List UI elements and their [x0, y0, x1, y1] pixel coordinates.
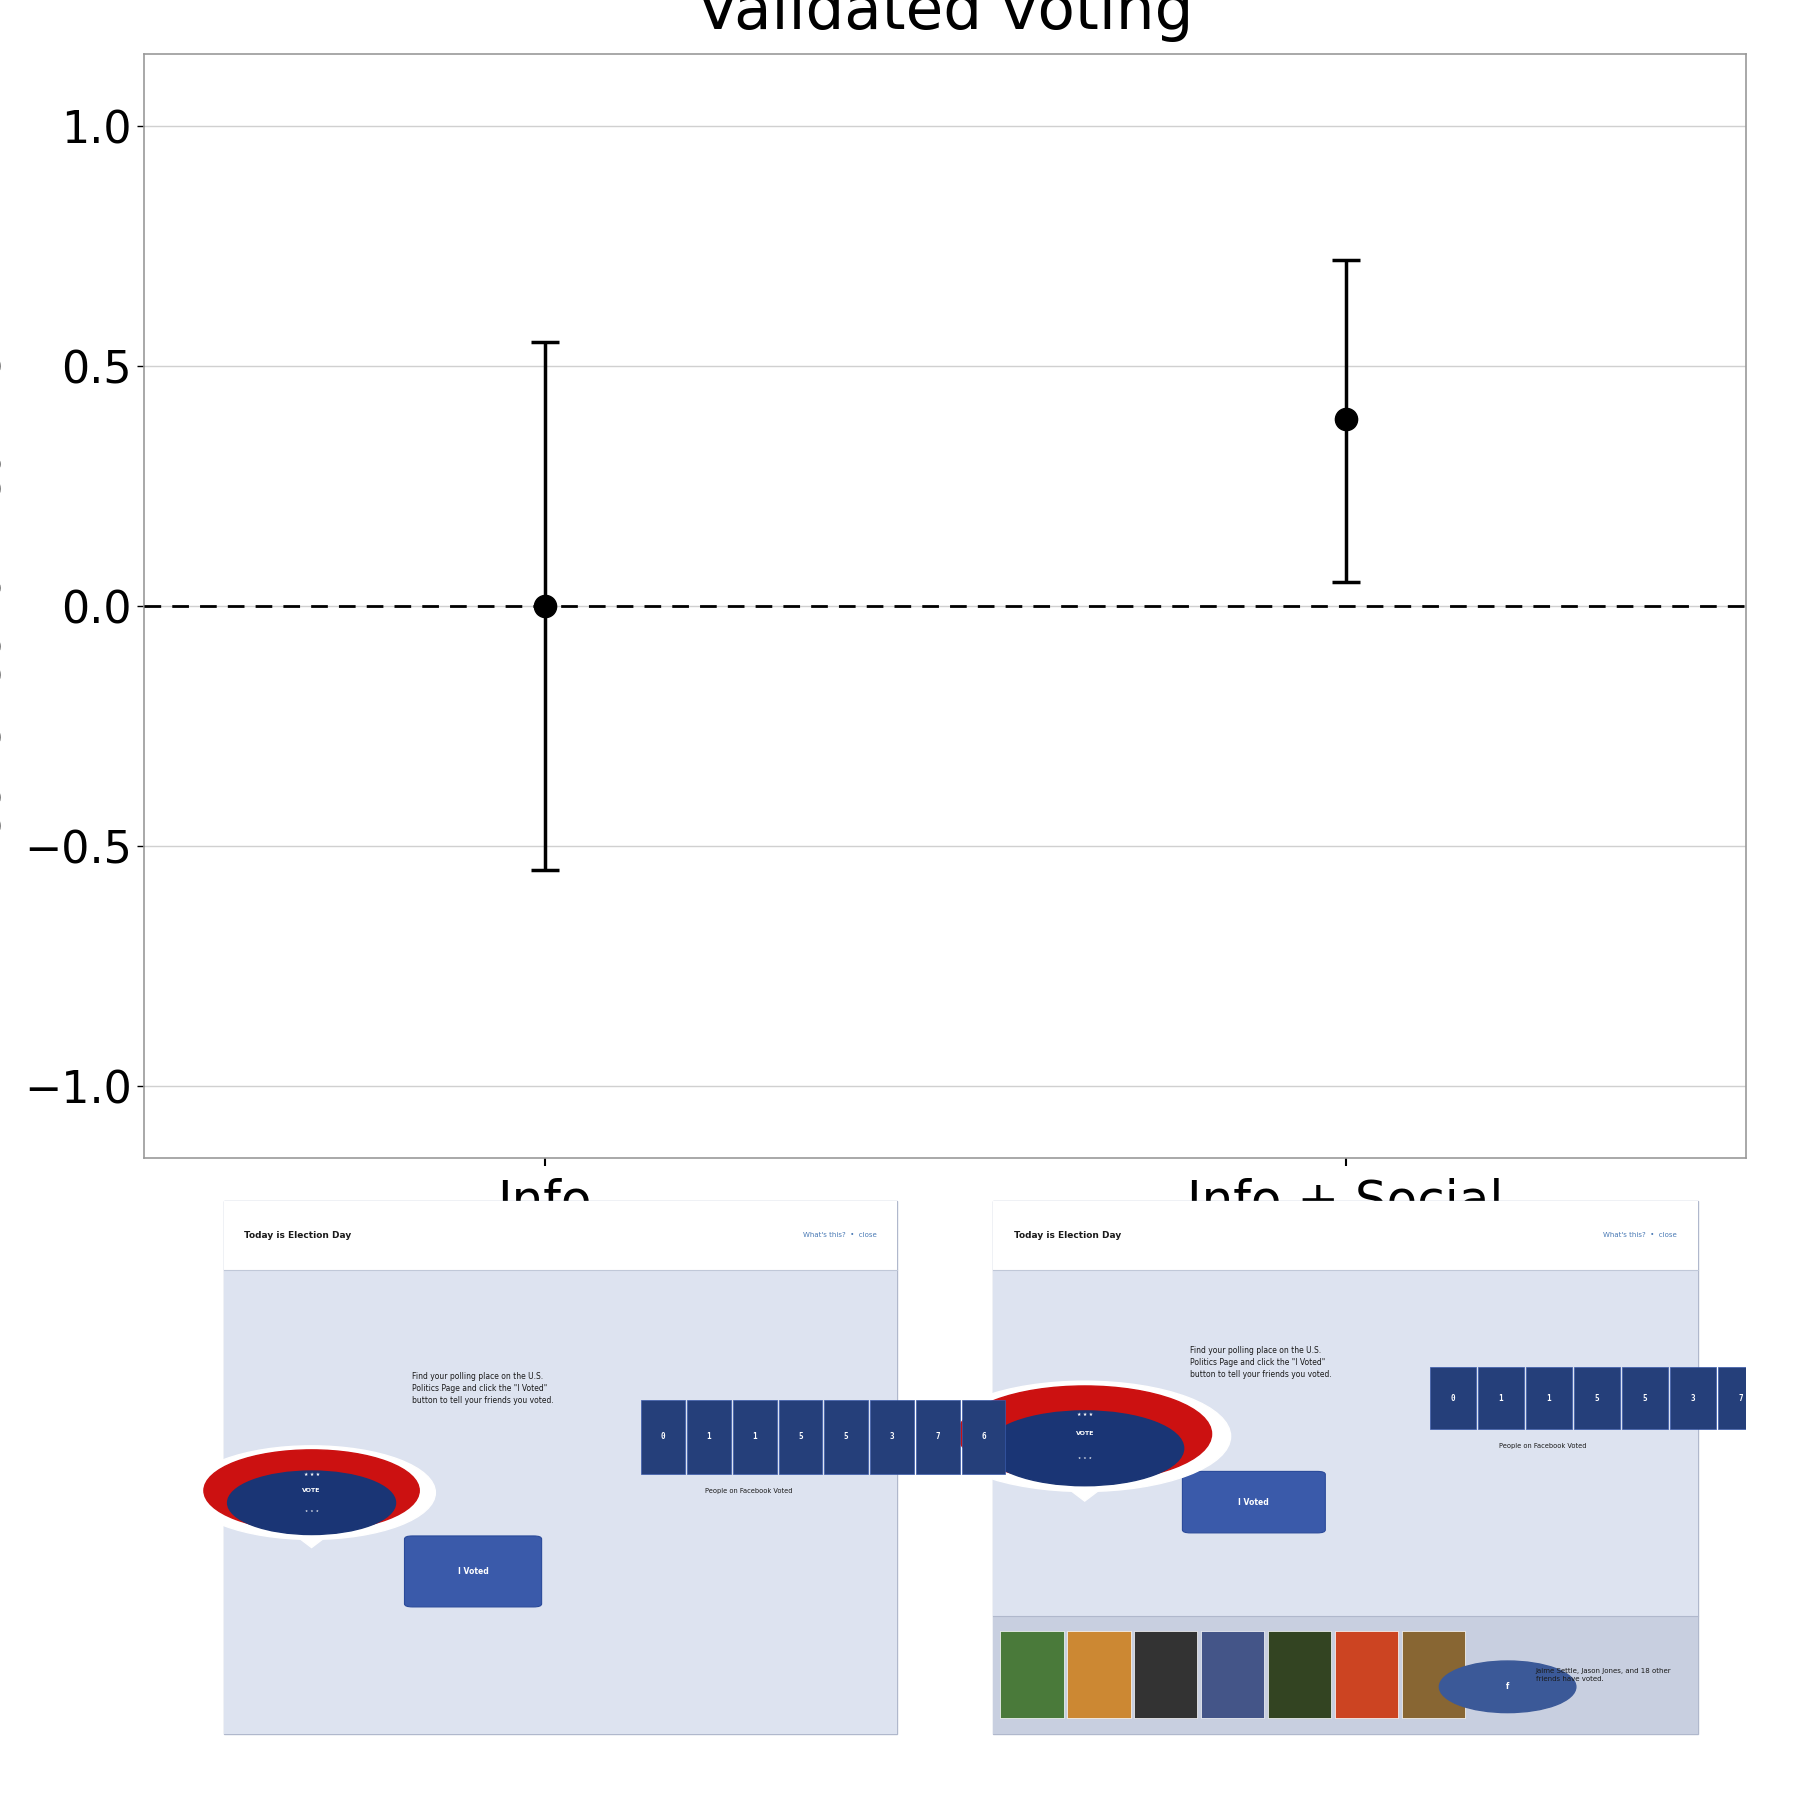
FancyBboxPatch shape [405, 1535, 542, 1607]
Text: 5: 5 [1595, 1393, 1598, 1402]
Text: 7: 7 [936, 1433, 940, 1442]
Text: ★ ★ ★: ★ ★ ★ [1076, 1413, 1093, 1417]
Bar [1067, 1631, 1130, 1719]
Polygon shape [1066, 1487, 1103, 1501]
Circle shape [203, 1449, 419, 1532]
Bar [869, 1400, 914, 1474]
Text: 1: 1 [1499, 1393, 1503, 1402]
Text: 0: 0 [661, 1433, 666, 1442]
Bar [1201, 1631, 1264, 1719]
Bar [1766, 1366, 1800, 1429]
Text: 3: 3 [889, 1433, 895, 1442]
Bar [1134, 1631, 1197, 1719]
Text: 1: 1 [707, 1433, 711, 1442]
Text: What's this?  •  close: What's this? • close [803, 1233, 877, 1238]
Text: 7: 7 [1739, 1393, 1742, 1402]
Text: 6: 6 [981, 1433, 986, 1442]
Text: VOTE: VOTE [1076, 1431, 1094, 1436]
Text: 0: 0 [1451, 1393, 1456, 1402]
Bar [1526, 1366, 1571, 1429]
Text: ★ ★ ★: ★ ★ ★ [304, 1472, 320, 1476]
Bar [1478, 1366, 1525, 1429]
Bar [225, 1201, 896, 1733]
Bar [994, 1201, 1697, 1271]
Text: 5: 5 [1642, 1393, 1647, 1402]
Text: Today is Election Day: Today is Election Day [1013, 1231, 1121, 1240]
Bar [641, 1400, 686, 1474]
Bar [994, 1201, 1697, 1733]
Bar [1717, 1366, 1764, 1429]
Text: Find your polling place on the U.S.
Politics Page and click the "I Voted"
button: Find your polling place on the U.S. Poli… [412, 1372, 554, 1404]
Bar [961, 1400, 1004, 1474]
Bar [916, 1400, 959, 1474]
Text: Find your polling place on the U.S.
Politics Page and click the "I Voted"
button: Find your polling place on the U.S. Poli… [1190, 1346, 1332, 1379]
Text: Jaime Settle, Jason Jones, and 18 other
friends have voted.: Jaime Settle, Jason Jones, and 18 other … [1535, 1669, 1672, 1681]
Title: Validated voting: Validated voting [697, 0, 1193, 41]
Text: f: f [1507, 1683, 1510, 1692]
Text: What's this?  •  close: What's this? • close [1604, 1233, 1678, 1238]
Circle shape [227, 1471, 396, 1535]
Bar [824, 1400, 868, 1474]
Bar [1622, 1366, 1667, 1429]
Bar [994, 1271, 1697, 1616]
Text: People on Facebook Voted: People on Facebook Voted [1499, 1444, 1586, 1449]
Text: ★  ★  ★: ★ ★ ★ [1078, 1456, 1091, 1460]
Circle shape [1440, 1661, 1575, 1712]
Bar [1670, 1366, 1715, 1429]
Bar [1267, 1631, 1332, 1719]
Bar [779, 1400, 823, 1474]
Bar [1001, 1631, 1064, 1719]
Text: VOTE: VOTE [302, 1489, 320, 1492]
Text: 5: 5 [844, 1433, 848, 1442]
Text: 1: 1 [1546, 1393, 1552, 1402]
Bar [994, 1616, 1697, 1733]
Text: Today is Election Day: Today is Election Day [245, 1231, 351, 1240]
Bar [1336, 1631, 1399, 1719]
Text: I Voted: I Voted [1238, 1498, 1269, 1507]
Text: 5: 5 [797, 1433, 803, 1442]
Bar [1402, 1631, 1465, 1719]
FancyBboxPatch shape [1183, 1471, 1325, 1534]
Bar [688, 1400, 731, 1474]
Circle shape [187, 1445, 436, 1539]
Text: I Voted: I Voted [457, 1568, 488, 1577]
Bar [1573, 1366, 1620, 1429]
Text: 3: 3 [1690, 1393, 1696, 1402]
Y-axis label: Direct effect of treatment: Direct effect of treatment [0, 304, 11, 909]
Text: People on Facebook Voted: People on Facebook Voted [706, 1489, 792, 1494]
Polygon shape [295, 1535, 328, 1548]
Circle shape [940, 1381, 1231, 1492]
Bar [733, 1400, 776, 1474]
Text: 1: 1 [752, 1433, 758, 1442]
Circle shape [986, 1411, 1184, 1485]
Text: 6: 6 [1786, 1393, 1791, 1402]
Bar [225, 1201, 896, 1271]
Text: ★  ★  ★: ★ ★ ★ [304, 1508, 319, 1514]
Circle shape [958, 1386, 1211, 1481]
Bar [225, 1271, 896, 1733]
Bar [1429, 1366, 1476, 1429]
